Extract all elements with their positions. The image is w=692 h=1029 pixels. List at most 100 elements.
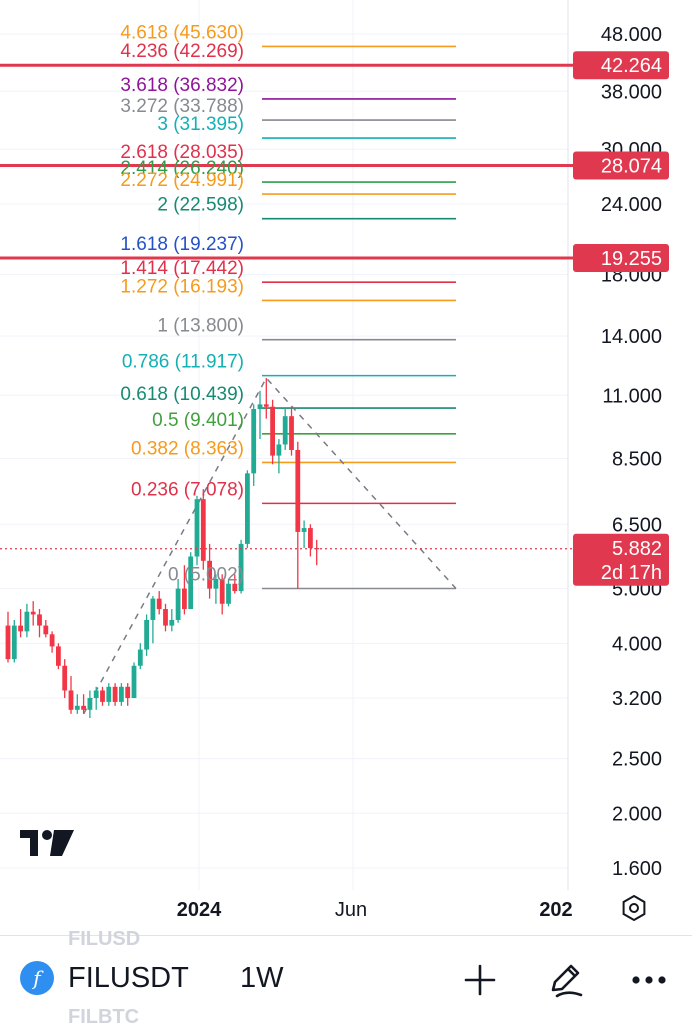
fib-level-label: 0.786 (11.917) [122, 352, 244, 373]
fib-level-label: 0.382 (8.363) [131, 438, 244, 459]
candle-body [43, 625, 49, 635]
candle-body [238, 543, 244, 592]
candle-body [182, 588, 187, 610]
candle-body [219, 578, 225, 604]
fib-level-label: 0 (5.002) [168, 565, 244, 586]
candle-body [295, 449, 301, 532]
candle-body [125, 686, 131, 699]
candle-body [301, 528, 307, 532]
fib-level-label: 2 (22.598) [157, 195, 244, 216]
candle-body [175, 588, 181, 620]
candle-body [30, 611, 36, 615]
time-axis-tick: 202 [539, 899, 572, 921]
fib-level-label: 2.414 (26.240) [120, 158, 244, 179]
candle-body [245, 473, 250, 544]
pencil-icon [551, 964, 583, 998]
fib-level-label: 1.618 (19.237) [120, 234, 244, 255]
price-chart[interactable]: 4.618 (45.630)4.236 (42.269) 3.618 (36.83… [0, 0, 692, 935]
candle-body [37, 614, 42, 626]
price-axis-tick: 8.500 [612, 448, 662, 470]
bottom-toolbar: FILUSD FILBTC [0, 928, 692, 1028]
candle-body [276, 444, 282, 456]
ghost-symbol-top: FILUSD [68, 928, 141, 950]
last-price-label: 5.882 [612, 538, 662, 560]
settings-icon[interactable] [622, 894, 646, 922]
horizontal-line-price-tag [573, 151, 669, 180]
filecoin-logo-icon[interactable]: f [20, 961, 54, 995]
candle-body [74, 705, 80, 710]
candle-body [169, 619, 175, 626]
candle-body [257, 404, 263, 410]
fib-level-label: 0.5 (9.401) [152, 410, 244, 431]
time-axis-tick: Jun [335, 899, 367, 921]
fib-level-label: 0.618 (10.439) [120, 384, 244, 405]
horizontal-line-price-label: 42.264 [601, 55, 662, 77]
candle-body [137, 649, 143, 666]
fib-level-label: 2.618 (28.035) [120, 142, 244, 163]
candle-body [24, 611, 30, 632]
time-axis-tick: 2024 [177, 899, 222, 921]
fib-labels: 4.618 (45.630)4.236 (42.269) 3.618 (36.83… [120, 22, 244, 585]
candle-body [263, 404, 269, 407]
fib-level-label: 3.618 (36.832) [120, 75, 244, 96]
fib-extension-lines[interactable] [262, 45, 456, 590]
tradingview-logo-icon [20, 830, 74, 856]
horizontal-line-price-tag [573, 51, 669, 80]
fib-level-label: 3 (31.395) [157, 114, 244, 135]
symbol-name[interactable]: FILUSDT [68, 962, 189, 994]
fib-level-label: 4.236 (42.269) [120, 41, 244, 62]
candle-body [81, 705, 86, 710]
candle-body [163, 609, 168, 626]
candle-body [308, 528, 313, 549]
candle-body [11, 625, 17, 660]
candle-body [282, 416, 288, 445]
horizontal-line-price-tag [573, 243, 669, 272]
more-icon [632, 976, 666, 984]
candle-body [150, 598, 156, 620]
candle-body [119, 686, 124, 702]
draw-button[interactable] [543, 958, 587, 1002]
fib-level-label: 1.272 (16.193) [120, 276, 244, 297]
candle-body [112, 686, 118, 702]
more-button[interactable] [627, 958, 671, 1002]
bar-countdown-label: 2d 17h [601, 562, 662, 584]
price-axis-tick: 11.000 [602, 385, 662, 407]
horizontal-line-price-label: 28.074 [601, 156, 662, 178]
candle-body [49, 634, 55, 647]
candle-body [251, 409, 257, 474]
candle-body [87, 698, 93, 710]
candle-body [232, 583, 238, 592]
candle-body [270, 406, 275, 456]
candle-body [226, 583, 231, 604]
candlestick-series [5, 378, 320, 718]
ghost-symbol-bottom: FILBTC [68, 1006, 140, 1028]
candle-body [144, 619, 149, 650]
candle-body [188, 556, 194, 610]
last-price-tag [573, 533, 669, 586]
candle-body [56, 646, 61, 666]
candle-body [93, 690, 99, 699]
add-button[interactable] [458, 958, 502, 1002]
candle-body [194, 499, 200, 557]
grid-lines [0, 0, 569, 890]
fib-level-label: 2.272 (24.991) [120, 170, 244, 191]
interval-selector[interactable]: 1W [240, 962, 284, 994]
price-axis-tick: 14.000 [601, 326, 662, 348]
candle-body [100, 690, 105, 702]
candle-body [106, 686, 112, 702]
candle-body [62, 665, 68, 691]
horizontal-lines[interactable] [0, 63, 573, 550]
candle-body [156, 598, 162, 610]
candle-body [131, 665, 137, 699]
price-axis-tick: 6.500 [612, 514, 662, 536]
fib-level-label: 1.414 (17.442) [120, 258, 244, 279]
candle-body [289, 416, 294, 450]
price-axis-tick: 4.000 [612, 633, 662, 655]
price-axis-tick: 3.200 [612, 688, 662, 710]
price-axis-tick: 2.500 [612, 749, 662, 771]
candle-body [5, 625, 11, 660]
price-axis-tick: 1.600 [612, 858, 662, 880]
price-axis-tick: 2.000 [612, 803, 662, 825]
time-axis[interactable]: 2024 Jun 202 [177, 899, 573, 921]
